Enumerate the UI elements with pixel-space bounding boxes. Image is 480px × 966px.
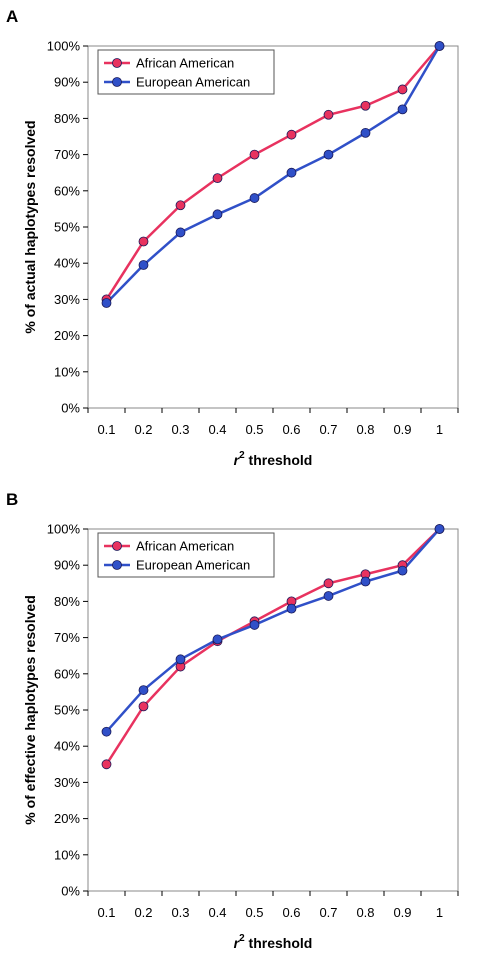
chart-b-y-tick-label: 0%: [61, 884, 80, 899]
chart-b-series-1-point: [175, 654, 186, 665]
chart-b-y-tick-label: 80%: [54, 594, 80, 609]
chart-b-series-1-point: [249, 620, 260, 630]
chart-b-series-1-point: [138, 685, 149, 695]
chart-a-series-0-point: [138, 236, 149, 247]
chart-a-y-axis-title: % of actual haplotypes resolved: [22, 120, 38, 333]
chart-a-y-tick-label: 100%: [47, 39, 81, 54]
chart-a-x-tick-label: 0.3: [171, 422, 189, 437]
chart-a-legend: [97, 49, 275, 95]
chart-a-panel-label: A: [6, 7, 18, 26]
chart-a-series-1-point: [286, 167, 297, 178]
chart-a-series-line-1: [105, 45, 441, 304]
chart-a-y-tick-label: 20%: [54, 328, 80, 343]
chart-b-y-tick-label: 100%: [47, 522, 81, 537]
chart-b-y-tick-label: 30%: [54, 775, 80, 790]
chart-a-series-0-point: [397, 84, 408, 95]
chart-b-series-1-point: [434, 524, 445, 534]
chart-a-y-tick-label: 0%: [61, 401, 80, 416]
chart-a-series-1-point: [101, 298, 112, 308]
chart-a-legend-marker-1: [112, 77, 122, 87]
chart-b-series-1-point: [101, 726, 112, 737]
chart-a-x-tick-label: 0.7: [319, 422, 337, 437]
chart-b-series-1-point: [286, 603, 297, 614]
chart-a-series-0-point: [175, 200, 186, 211]
chart-b-series-0-point: [323, 578, 334, 589]
chart-a-x-tick-label: 0.5: [245, 422, 263, 437]
chart-a-x-tick-label: 0.6: [282, 422, 300, 437]
chart-b-x-tick-label: 0.6: [282, 905, 300, 920]
chart-a-x-tick-label: 0.1: [97, 422, 115, 437]
chart-a-y-tick-label: 60%: [54, 183, 80, 198]
chart-b-y-tick-label: 60%: [54, 666, 80, 681]
chart-b-x-tick-label: 0.2: [134, 905, 152, 920]
chart-b-series-line-1: [105, 528, 441, 733]
chart-a-series-1-point: [360, 127, 371, 138]
chart-b-x-tick-label: 0.3: [171, 905, 189, 920]
chart-a-series-1-point: [323, 149, 334, 160]
chart-a-series-1-point: [175, 227, 186, 238]
chart-b-series-0-point: [101, 759, 112, 770]
chart-b-x-tick-label: 0.4: [208, 905, 226, 920]
chart-a-svg: A 0% 10% 20% 30% 40% 50% 60% 70% 80% 90% 100% 0.1 0.2…: [6, 7, 459, 468]
chart-a-plot-area: [87, 45, 459, 409]
chart-b-svg: B 0% 10% 20% 30% 40% 50% 60% 70% 80% 90% 100% 0.1 0.2…: [6, 490, 459, 951]
chart-b-legend-marker-0: [112, 541, 122, 551]
chart-b-series-1-point: [360, 576, 371, 587]
chart-a-series-0-point: [360, 100, 371, 111]
chart-panel-a: A 0% 10% 20% 30% 40% 50% 60% 70% 80% 90% 100% 0.1 0.2…: [6, 7, 459, 468]
chart-a-series-0-point: [286, 129, 297, 140]
chart-a-y-tick-label: 50%: [54, 220, 80, 235]
chart-b-x-tick-label: 0.1: [97, 905, 115, 920]
chart-a-legend-marker-0: [112, 58, 122, 68]
chart-b-panel-label: B: [6, 490, 18, 509]
chart-b-x-tick-label: 0.7: [319, 905, 337, 920]
chart-b-x-tick-label: 0.5: [245, 905, 263, 920]
chart-b-x-tick-label: 0.8: [356, 905, 374, 920]
chart-a-y-tick-label: 80%: [54, 111, 80, 126]
chart-a-series-1-point: [434, 41, 445, 51]
chart-b-y-tick-label: 40%: [54, 739, 80, 754]
chart-a-series-0-point: [212, 173, 223, 184]
chart-a-x-tick-label: 1: [436, 422, 443, 437]
chart-a-legend-label-0: African American: [136, 56, 234, 71]
chart-b-legend-marker-1: [112, 560, 122, 570]
chart-b-legend: [97, 532, 275, 578]
chart-a-series-0-point: [323, 109, 334, 120]
chart-b-x-tick-label: 1: [436, 905, 443, 920]
chart-a-y-tick-label: 70%: [54, 147, 80, 162]
chart-a-series-1-point: [397, 104, 408, 115]
chart-a-series-1-point: [212, 209, 223, 220]
chart-b-y-tick-label: 20%: [54, 811, 80, 826]
chart-b-legend-label-1: European American: [136, 558, 250, 573]
chart-b-x-axis-title: r2 threshold: [234, 933, 313, 951]
chart-a-series-1-point: [249, 193, 260, 203]
chart-a-series-1-point: [138, 260, 149, 270]
chart-b-y-tick-label: 50%: [54, 703, 80, 718]
chart-a-x-tick-label: 0.2: [134, 422, 152, 437]
chart-b-series-1-point: [212, 634, 223, 645]
chart-a-x-tick-label: 0.4: [208, 422, 226, 437]
chart-a-legend-label-1: European American: [136, 75, 250, 90]
chart-b-series-1-point: [323, 591, 334, 601]
chart-a-x-tick-label: 0.9: [393, 422, 411, 437]
chart-a-x-axis-title: r2 threshold: [234, 450, 313, 468]
chart-b-y-tick-label: 70%: [54, 630, 80, 645]
chart-b-series-1-point: [397, 565, 408, 576]
chart-b-y-tick-label: 90%: [54, 558, 80, 573]
chart-a-y-tick-label: 10%: [54, 364, 80, 379]
chart-a-y-tick-label: 40%: [54, 256, 80, 271]
chart-b-y-axis-title: % of effective haplotypes resolved: [22, 595, 38, 825]
chart-b-legend-label-0: African American: [136, 539, 234, 554]
chart-a-series-line-0: [105, 45, 441, 301]
chart-a-x-tick-label: 0.8: [356, 422, 374, 437]
chart-b-series-line-0: [105, 528, 441, 765]
chart-a-y-tick-label: 90%: [54, 75, 80, 90]
chart-panel-b: B 0% 10% 20% 30% 40% 50% 60% 70% 80% 90% 100% 0.1 0.2…: [0, 483, 480, 966]
chart-a-series-0-point: [249, 149, 260, 160]
chart-b-series-0-point: [138, 701, 149, 712]
chart-b-y-tick-label: 10%: [54, 847, 80, 862]
chart-a-y-tick-label: 30%: [54, 292, 80, 307]
chart-b-x-tick-label: 0.9: [393, 905, 411, 920]
